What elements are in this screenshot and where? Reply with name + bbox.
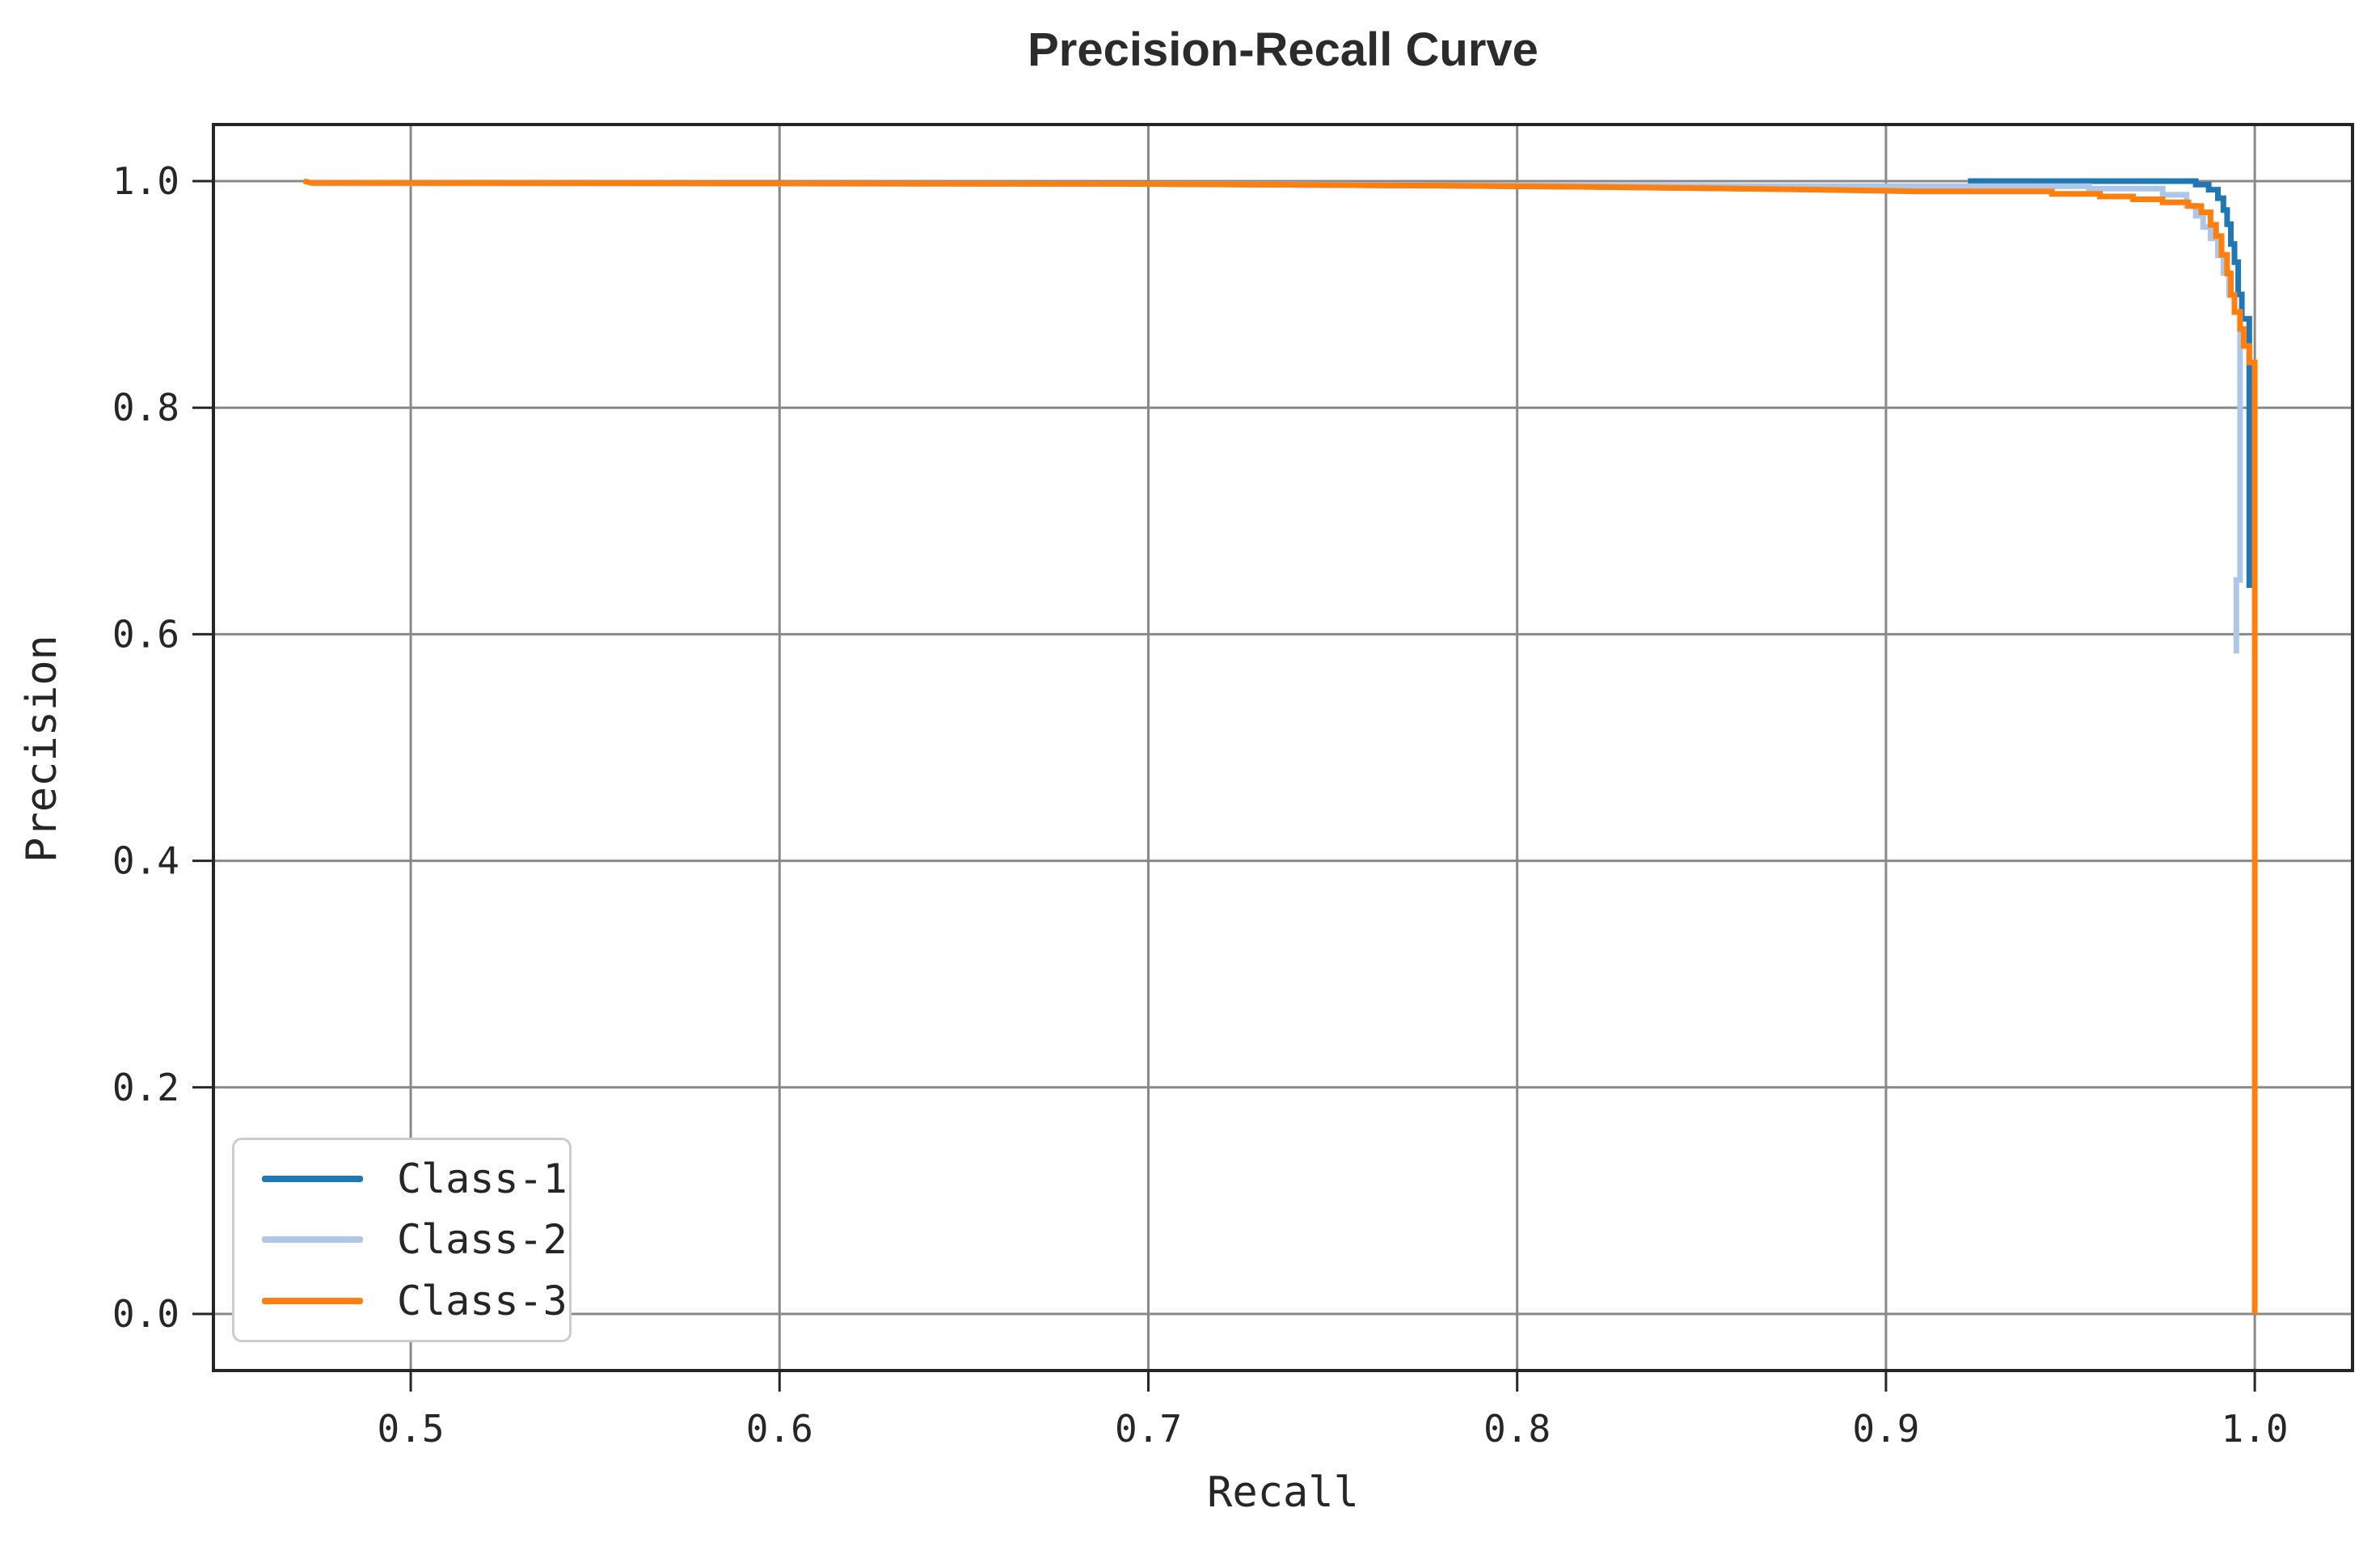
pr-curve-class-2 (310, 180, 2243, 654)
x-tick-label: 0.7 (1115, 1407, 1182, 1451)
pr-curve-class-1 (310, 178, 2252, 588)
x-tick-label: 0.5 (378, 1407, 445, 1451)
legend-label: Class-2 (397, 1216, 568, 1264)
x-tick-label: 1.0 (2222, 1407, 2289, 1451)
y-tick-label: 0.2 (112, 1066, 179, 1109)
y-tick-label: 1.0 (112, 159, 179, 203)
x-axis-label: Recall (1207, 1468, 1359, 1517)
y-tick-label: 0.6 (112, 612, 179, 656)
legend: Class-1 Class-2 Class-3 (232, 1138, 572, 1342)
plot-border (212, 123, 2354, 1372)
legend-line-swatch (262, 1236, 363, 1244)
legend-label: Class-3 (397, 1278, 568, 1325)
chart-title: Precision-Recall Curve (1028, 23, 1538, 76)
x-tick-label: 0.6 (746, 1407, 813, 1451)
y-axis-label: Precision (18, 635, 66, 863)
legend-line-swatch (262, 1298, 363, 1305)
pr-curve-class-3 (303, 178, 2258, 1314)
legend-item-class-2: Class-2 (234, 1219, 569, 1260)
legend-line-swatch (262, 1175, 363, 1182)
y-tick-label: 0.0 (112, 1292, 179, 1336)
legend-item-class-3: Class-3 (234, 1281, 569, 1321)
x-tick-label: 0.9 (1852, 1407, 1919, 1451)
x-tick-label: 0.8 (1483, 1407, 1551, 1451)
y-tick-label: 0.4 (112, 839, 179, 883)
legend-label: Class-1 (397, 1155, 568, 1202)
y-tick-label: 0.8 (112, 386, 179, 429)
legend-item-class-1: Class-1 (234, 1159, 569, 1199)
